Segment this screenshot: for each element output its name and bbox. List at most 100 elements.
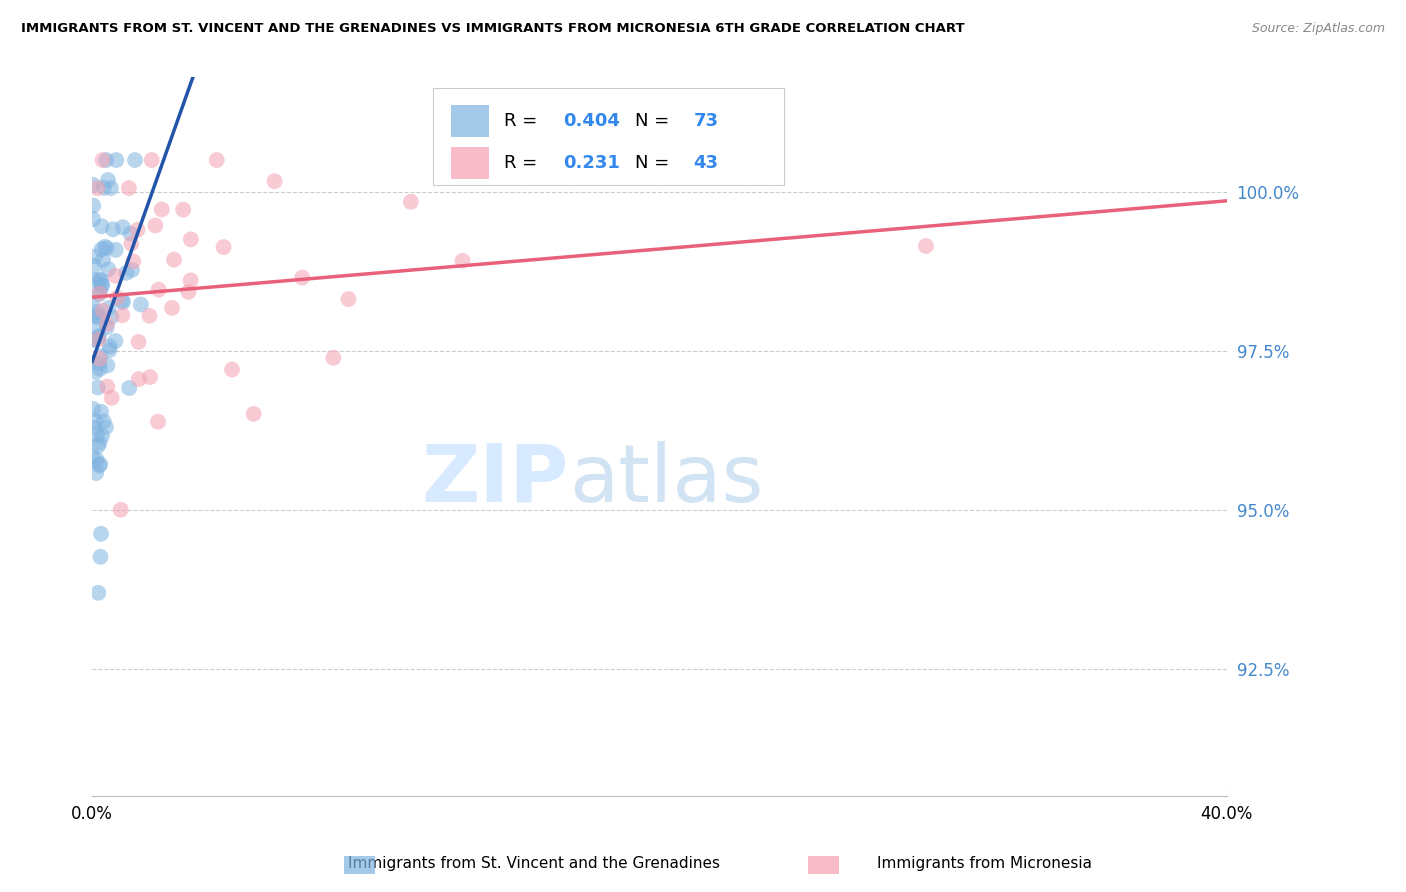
Point — [94, 240, 117, 254]
Point — [82, 333, 104, 347]
Text: N =: N = — [634, 112, 675, 130]
Point — [148, 283, 170, 297]
Point — [89, 356, 111, 370]
Point — [93, 181, 115, 195]
Text: ZIP: ZIP — [422, 441, 569, 518]
Text: 0.404: 0.404 — [562, 112, 620, 130]
Point — [96, 379, 118, 393]
Point — [105, 291, 128, 305]
Text: Immigrants from St. Vincent and the Grenadines: Immigrants from St. Vincent and the Gren… — [349, 856, 720, 871]
Point — [89, 273, 111, 287]
Point — [205, 153, 228, 167]
Point — [128, 372, 150, 386]
Point — [111, 220, 134, 235]
Point — [86, 305, 108, 319]
Point — [93, 414, 115, 428]
Point — [124, 153, 146, 167]
Point — [263, 174, 285, 188]
Point — [322, 351, 344, 365]
Point — [104, 334, 127, 348]
Point — [86, 181, 108, 195]
Point — [291, 270, 314, 285]
Point — [86, 309, 108, 323]
Point — [89, 349, 111, 363]
Text: Source: ZipAtlas.com: Source: ZipAtlas.com — [1251, 22, 1385, 36]
Point — [84, 452, 107, 467]
Point — [96, 317, 118, 331]
Point — [98, 339, 121, 353]
Point — [163, 252, 186, 267]
Point — [89, 457, 111, 471]
Point — [87, 380, 110, 394]
Point — [180, 273, 202, 287]
Point — [89, 351, 111, 366]
Point — [105, 153, 128, 167]
Point — [915, 239, 938, 253]
Point — [82, 402, 104, 417]
Point — [212, 240, 235, 254]
Point — [89, 286, 111, 301]
Point — [96, 241, 118, 255]
Point — [177, 285, 200, 299]
Point — [87, 287, 110, 301]
Point — [160, 301, 183, 315]
Text: R =: R = — [505, 112, 543, 130]
Point — [111, 295, 134, 310]
Point — [91, 303, 114, 318]
Point — [96, 359, 118, 373]
Point — [145, 219, 167, 233]
Point — [118, 181, 141, 195]
FancyBboxPatch shape — [451, 105, 489, 136]
Point — [90, 219, 112, 234]
FancyBboxPatch shape — [451, 147, 489, 179]
Point — [83, 259, 105, 273]
Point — [104, 243, 127, 257]
FancyBboxPatch shape — [433, 88, 785, 186]
Point — [221, 362, 243, 376]
Text: IMMIGRANTS FROM ST. VINCENT AND THE GRENADINES VS IMMIGRANTS FROM MICRONESIA 6TH: IMMIGRANTS FROM ST. VINCENT AND THE GREN… — [21, 22, 965, 36]
Text: 73: 73 — [693, 112, 718, 130]
Point — [84, 414, 107, 428]
Point — [84, 365, 107, 379]
Point — [115, 266, 138, 280]
Point — [84, 250, 107, 264]
Point — [100, 391, 122, 405]
Point — [87, 329, 110, 343]
Point — [83, 421, 105, 435]
Point — [91, 429, 114, 443]
Point — [96, 153, 118, 167]
Point — [82, 298, 104, 312]
Point — [138, 309, 160, 323]
Point — [82, 199, 104, 213]
Point — [139, 370, 162, 384]
Point — [87, 439, 110, 453]
Point — [89, 435, 111, 450]
Text: 0.231: 0.231 — [562, 154, 620, 172]
Point — [451, 253, 474, 268]
Point — [84, 466, 107, 480]
Point — [120, 236, 142, 251]
Text: R =: R = — [505, 154, 548, 172]
Point — [337, 292, 360, 306]
Point — [89, 549, 111, 564]
Point — [91, 277, 114, 292]
Point — [97, 262, 120, 277]
Point — [141, 153, 163, 167]
Point — [90, 278, 112, 293]
Point — [150, 202, 173, 217]
Point — [242, 407, 264, 421]
Point — [83, 332, 105, 346]
Point — [146, 415, 169, 429]
Point — [91, 252, 114, 267]
Point — [87, 310, 110, 325]
Point — [89, 458, 111, 473]
Point — [89, 284, 111, 298]
Point — [82, 212, 104, 227]
Point — [86, 318, 108, 332]
Point — [98, 343, 121, 358]
Point — [120, 227, 142, 241]
Point — [94, 420, 117, 434]
Point — [399, 194, 422, 209]
Point — [127, 223, 149, 237]
Point — [110, 502, 132, 516]
